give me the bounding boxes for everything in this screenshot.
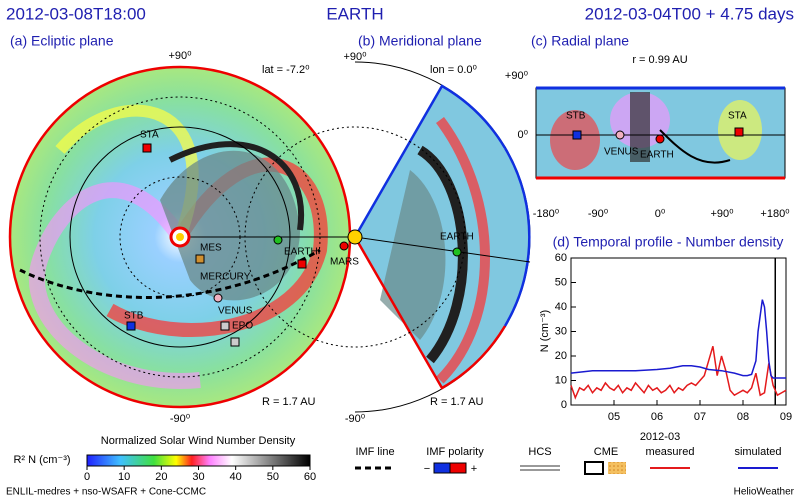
label: − bbox=[424, 463, 430, 475]
y-tick-label: 40 bbox=[555, 301, 567, 313]
x-tick-label: 07 bbox=[694, 411, 706, 423]
y-tick-label: 60 bbox=[555, 252, 567, 264]
x-tick-label: 09 bbox=[780, 411, 792, 423]
label: 0⁰ bbox=[517, 129, 528, 141]
label: r = 0.99 AU bbox=[632, 54, 687, 66]
y-axis-label: N (cm⁻³) bbox=[539, 310, 551, 352]
header-left: 2012-03-08T18:00 bbox=[6, 4, 146, 23]
label: CME bbox=[594, 446, 618, 458]
header-right: 2012-03-04T00 + 4.75 days bbox=[585, 4, 794, 23]
y-tick-label: 10 bbox=[555, 374, 567, 386]
planet-label: MERCURY bbox=[200, 272, 251, 283]
footer: HelioWeather bbox=[734, 487, 795, 498]
colorbar-tick-label: 50 bbox=[267, 471, 279, 483]
label: + bbox=[471, 463, 477, 475]
label: -90⁰ bbox=[345, 413, 366, 425]
panel-title: (b) Meridional plane bbox=[358, 33, 482, 49]
y-tick-label: 30 bbox=[555, 325, 567, 337]
label: lon = 0.0⁰ bbox=[430, 64, 478, 76]
y-tick-label: 0 bbox=[561, 399, 567, 411]
planet-label: MARS bbox=[330, 257, 359, 268]
colorbar-tick-label: 20 bbox=[155, 471, 167, 483]
axis-label: +90⁰ bbox=[168, 50, 192, 62]
ecliptic-disk bbox=[8, 65, 360, 409]
planet-label: EARTH bbox=[284, 247, 318, 258]
label: 0⁰ bbox=[655, 208, 666, 220]
planet-label: VENUS bbox=[218, 306, 253, 317]
label: +90⁰ bbox=[505, 70, 529, 82]
header-center: EARTH bbox=[326, 4, 383, 23]
colorbar-tick-label: 40 bbox=[230, 471, 242, 483]
y-tick-label: 50 bbox=[555, 276, 567, 288]
label: -90⁰ bbox=[588, 208, 609, 220]
meridional-wedge bbox=[244, 61, 531, 413]
label: +180⁰ bbox=[760, 208, 790, 220]
planet-label: STB bbox=[124, 311, 144, 322]
colorbar-tick-label: 10 bbox=[118, 471, 130, 483]
label: +90⁰ bbox=[710, 208, 734, 220]
x-tick-label: 05 bbox=[608, 411, 620, 423]
series-line bbox=[570, 345, 787, 400]
label: lat = -7.2⁰ bbox=[262, 64, 310, 76]
colorbar-unit: R² N (cm⁻³) bbox=[13, 454, 70, 466]
footer: ENLIL-medres + nso-WSAFR + Cone-CCMC bbox=[6, 487, 206, 498]
label: +90⁰ bbox=[343, 51, 367, 63]
chart-title: (d) Temporal profile - Number density bbox=[553, 234, 784, 250]
planet-label: EARTH bbox=[440, 232, 474, 243]
x-axis-label: 2012-03 bbox=[640, 431, 680, 443]
planet-label: STA bbox=[140, 130, 159, 141]
colorbar-tick-label: 30 bbox=[192, 471, 204, 483]
colorbar-tick-label: 0 bbox=[84, 471, 90, 483]
x-tick-label: 06 bbox=[651, 411, 663, 423]
colorbar bbox=[86, 454, 311, 467]
label: -180⁰ bbox=[533, 208, 560, 220]
radial-map bbox=[535, 86, 786, 180]
planet-label: EARTH bbox=[640, 150, 674, 161]
label: R = 1.7 AU bbox=[262, 396, 316, 408]
planet-label: VENUS bbox=[604, 147, 639, 158]
legend-entry: simulated bbox=[734, 446, 781, 458]
label: -90⁰ bbox=[170, 413, 191, 425]
planet-label: STB bbox=[566, 111, 586, 122]
colorbar-title: Normalized Solar Wind Number Density bbox=[101, 435, 296, 447]
series-line bbox=[570, 299, 786, 379]
x-tick-label: 08 bbox=[737, 411, 749, 423]
legend-samples bbox=[355, 461, 778, 475]
panel-title: (c) Radial plane bbox=[531, 33, 629, 49]
planet-label: STA bbox=[728, 111, 747, 122]
label: HCS bbox=[528, 446, 551, 458]
planet-label: EPO bbox=[232, 321, 253, 332]
panel-title: (a) Ecliptic plane bbox=[10, 33, 114, 49]
label: IMF polarity bbox=[426, 446, 484, 458]
planet-label: MES bbox=[200, 243, 222, 254]
label: R = 1.7 AU bbox=[430, 396, 484, 408]
legend-entry: measured bbox=[646, 446, 695, 458]
colorbar-tick-label: 60 bbox=[304, 471, 316, 483]
label: IMF line bbox=[355, 446, 394, 458]
y-tick-label: 20 bbox=[555, 350, 567, 362]
